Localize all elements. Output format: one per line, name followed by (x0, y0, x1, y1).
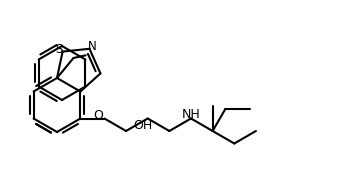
Text: NH: NH (182, 108, 200, 121)
Text: N: N (88, 40, 97, 53)
Text: S: S (55, 43, 62, 56)
Text: OH: OH (133, 119, 152, 132)
Text: O: O (93, 109, 103, 122)
